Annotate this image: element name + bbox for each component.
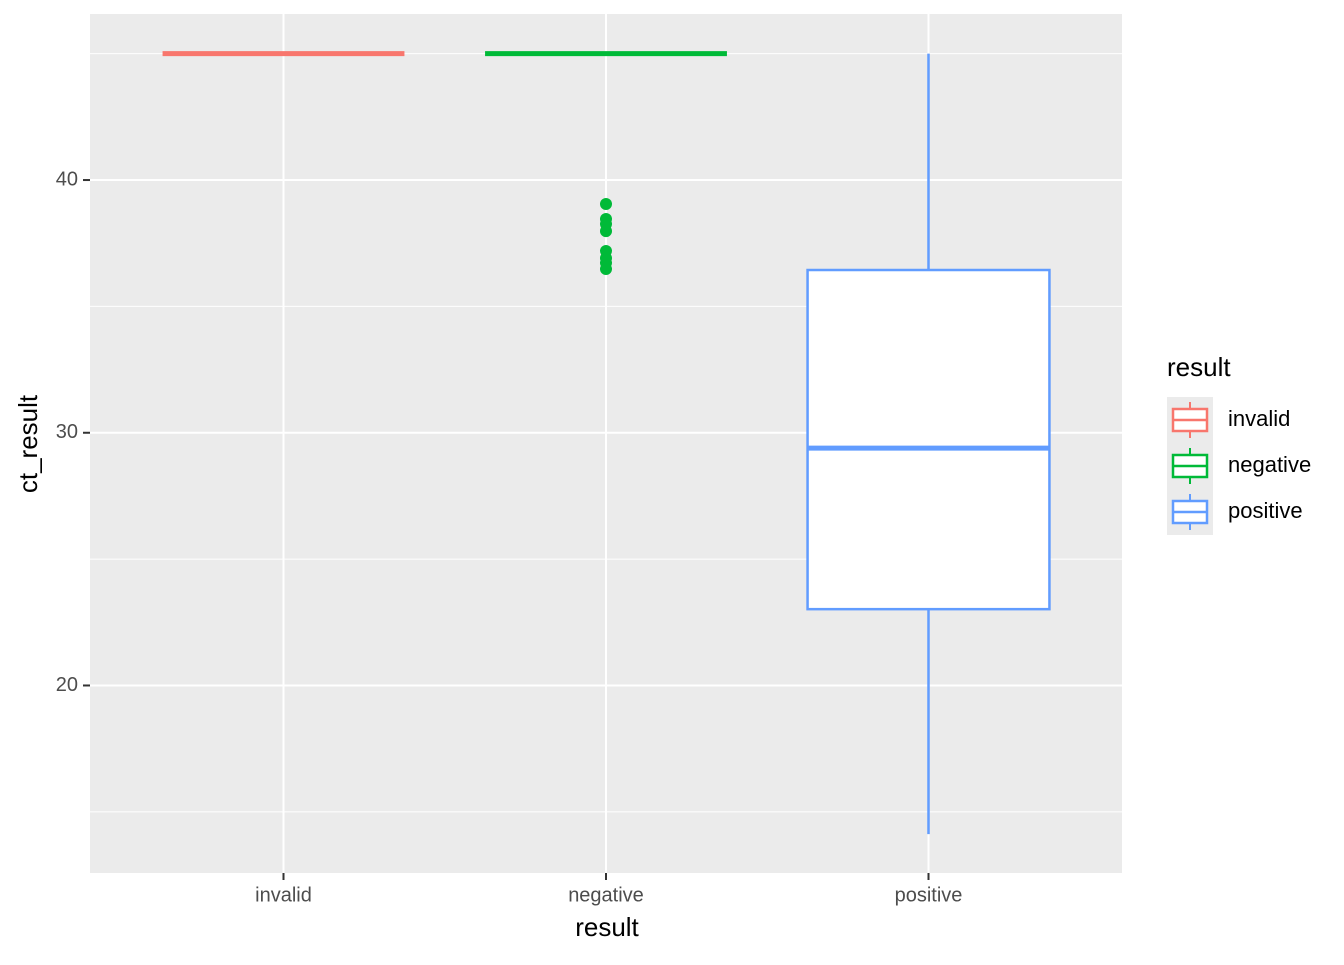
legend-label: invalid	[1228, 406, 1290, 431]
outlier	[600, 262, 612, 275]
y-tick-label: 40	[56, 168, 78, 190]
x-tick-label: positive	[895, 884, 963, 906]
y-tick-label: 20	[56, 674, 78, 696]
x-axis-title: result	[575, 912, 639, 942]
x-tick-label: negative	[568, 884, 644, 906]
legend-title: result	[1167, 352, 1231, 382]
x-tick-label: invalid	[255, 884, 312, 906]
box	[806, 268, 1051, 611]
outlier	[600, 225, 612, 238]
y-axis-title: ct_result	[13, 394, 43, 493]
y-tick-label: 30	[56, 421, 78, 443]
legend-label: positive	[1228, 498, 1303, 523]
legend-label: negative	[1228, 452, 1311, 477]
outlier	[600, 198, 612, 211]
